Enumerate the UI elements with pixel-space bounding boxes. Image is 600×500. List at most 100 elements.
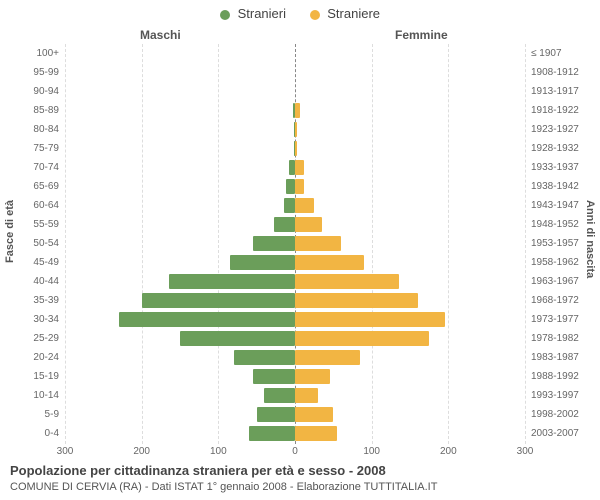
- age-label: 10-14: [33, 386, 65, 405]
- birth-year-label: 1978-1982: [525, 329, 579, 348]
- x-tick-label: 100: [210, 446, 227, 457]
- birth-year-label: 1918-1922: [525, 101, 579, 120]
- footer-title: Popolazione per cittadinanza straniera p…: [10, 463, 590, 480]
- birth-year-label: 1998-2002: [525, 405, 579, 424]
- legend-item-male: Stranieri: [220, 6, 286, 21]
- chart-legend: Stranieri Straniere: [0, 6, 600, 21]
- bar-female: [295, 407, 333, 422]
- bar-female: [295, 369, 330, 384]
- age-label: 5-9: [45, 405, 65, 424]
- legend-label-female: Straniere: [327, 6, 380, 21]
- bar-female: [295, 217, 322, 232]
- bar-female: [295, 179, 304, 194]
- table-row: 65-691938-1942: [65, 177, 525, 196]
- bar-male: [169, 274, 296, 289]
- birth-year-label: 1973-1977: [525, 310, 579, 329]
- birth-year-label: 1958-1962: [525, 253, 579, 272]
- age-label: 15-19: [33, 367, 65, 386]
- x-tick-label: 200: [133, 446, 150, 457]
- age-label: 85-89: [33, 101, 65, 120]
- legend-label-male: Stranieri: [238, 6, 286, 21]
- age-label: 35-39: [33, 291, 65, 310]
- table-row: 5-91998-2002: [65, 405, 525, 424]
- table-row: 50-541953-1957: [65, 234, 525, 253]
- bar-male: [284, 198, 296, 213]
- bar-female: [295, 312, 445, 327]
- bar-male: [230, 255, 295, 270]
- age-label: 60-64: [33, 196, 65, 215]
- bar-female: [295, 331, 429, 346]
- birth-year-label: 1908-1912: [525, 63, 579, 82]
- birth-year-label: 1943-1947: [525, 196, 579, 215]
- plot-area: 100+≤ 190795-991908-191290-941913-191785…: [65, 44, 525, 444]
- table-row: 90-941913-1917: [65, 82, 525, 101]
- age-label: 95-99: [33, 63, 65, 82]
- table-row: 75-791928-1932: [65, 139, 525, 158]
- bar-male: [274, 217, 295, 232]
- bar-female: [295, 293, 418, 308]
- age-label: 55-59: [33, 215, 65, 234]
- birth-year-label: 1913-1917: [525, 82, 579, 101]
- column-title-male: Maschi: [140, 28, 181, 42]
- bar-female: [295, 103, 300, 118]
- birth-year-label: 1928-1932: [525, 139, 579, 158]
- bar-female: [295, 255, 364, 270]
- age-label: 0-4: [45, 424, 65, 443]
- bar-female: [295, 198, 314, 213]
- x-tick-label: 200: [440, 446, 457, 457]
- bar-female: [295, 388, 318, 403]
- bar-male: [257, 407, 295, 422]
- table-row: 15-191988-1992: [65, 367, 525, 386]
- birth-year-label: 1968-1972: [525, 291, 579, 310]
- chart-footer: Popolazione per cittadinanza straniera p…: [10, 463, 590, 494]
- age-label: 70-74: [33, 158, 65, 177]
- bar-female: [295, 350, 360, 365]
- table-row: 100+≤ 1907: [65, 44, 525, 63]
- age-label: 80-84: [33, 120, 65, 139]
- age-label: 90-94: [33, 82, 65, 101]
- bar-male: [119, 312, 295, 327]
- birth-year-label: 1993-1997: [525, 386, 579, 405]
- bar-female: [295, 274, 399, 289]
- y-axis-title-left: Fasce di età: [4, 200, 16, 263]
- bar-female: [295, 426, 337, 441]
- age-label: 75-79: [33, 139, 65, 158]
- column-title-female: Femmine: [395, 28, 448, 42]
- birth-year-label: ≤ 1907: [525, 44, 562, 63]
- table-row: 60-641943-1947: [65, 196, 525, 215]
- bar-rows: 100+≤ 190795-991908-191290-941913-191785…: [65, 44, 525, 444]
- bar-male: [286, 179, 295, 194]
- legend-swatch-male: [220, 10, 230, 20]
- birth-year-label: 1963-1967: [525, 272, 579, 291]
- population-pyramid-chart: Stranieri Straniere Maschi Femmine Fasce…: [0, 0, 600, 500]
- age-label: 30-34: [33, 310, 65, 329]
- age-label: 65-69: [33, 177, 65, 196]
- table-row: 85-891918-1922: [65, 101, 525, 120]
- bar-female: [295, 236, 341, 251]
- birth-year-label: 1933-1937: [525, 158, 579, 177]
- bar-male: [142, 293, 295, 308]
- legend-item-female: Straniere: [310, 6, 380, 21]
- bar-male: [253, 369, 295, 384]
- table-row: 70-741933-1937: [65, 158, 525, 177]
- table-row: 80-841923-1927: [65, 120, 525, 139]
- age-label: 100+: [36, 44, 65, 63]
- birth-year-label: 1948-1952: [525, 215, 579, 234]
- birth-year-label: 1953-1957: [525, 234, 579, 253]
- age-label: 40-44: [33, 272, 65, 291]
- footer-subtitle: COMUNE DI CERVIA (RA) - Dati ISTAT 1° ge…: [10, 480, 590, 494]
- x-tick-label: 0: [292, 446, 298, 457]
- birth-year-label: 1938-1942: [525, 177, 579, 196]
- table-row: 95-991908-1912: [65, 63, 525, 82]
- table-row: 45-491958-1962: [65, 253, 525, 272]
- table-row: 0-42003-2007: [65, 424, 525, 443]
- table-row: 40-441963-1967: [65, 272, 525, 291]
- x-tick-label: 100: [363, 446, 380, 457]
- table-row: 55-591948-1952: [65, 215, 525, 234]
- age-label: 50-54: [33, 234, 65, 253]
- birth-year-label: 1923-1927: [525, 120, 579, 139]
- age-label: 20-24: [33, 348, 65, 367]
- bar-male: [180, 331, 295, 346]
- bar-female: [295, 122, 297, 137]
- bar-female: [295, 160, 304, 175]
